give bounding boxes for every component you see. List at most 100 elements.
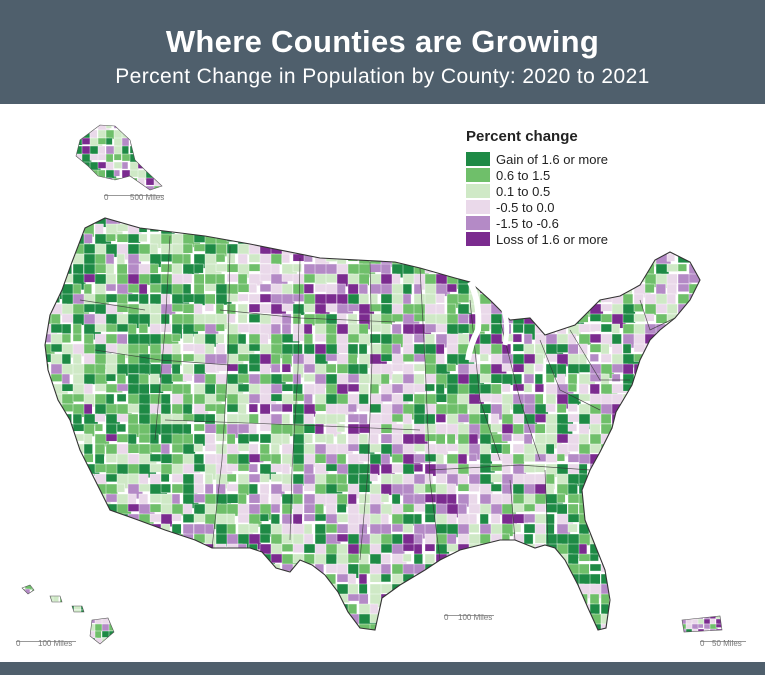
county-cell: [61, 323, 72, 334]
county-cell: [121, 125, 131, 130]
county-cell: [116, 589, 121, 594]
county-cell: [699, 593, 700, 609]
county-cell: [611, 553, 621, 565]
county-cell: [116, 623, 135, 630]
county-cell: [281, 613, 295, 630]
county-cell: [567, 303, 582, 317]
county-cell: [139, 634, 147, 646]
county-cell: [127, 543, 139, 558]
county-cell: [655, 563, 665, 578]
county-cell: [171, 623, 189, 630]
county-cell: [446, 218, 458, 230]
county-cell: [325, 363, 337, 374]
county-cell: [237, 553, 253, 569]
county-cell: [600, 353, 612, 363]
county-cell: [611, 453, 621, 464]
county-cell: [303, 333, 313, 345]
county-cell: [699, 403, 700, 418]
county-cell: [578, 333, 592, 346]
county-cell: [160, 563, 170, 576]
county-cell: [193, 553, 211, 570]
county-cell: [72, 563, 87, 580]
county-cell: [435, 218, 452, 226]
county-cell: [523, 383, 533, 393]
county-cell: [568, 634, 577, 643]
county-cell: [94, 602, 103, 611]
county-cell: [281, 623, 293, 630]
county-cell: [611, 493, 622, 508]
county-cell: [391, 363, 404, 372]
county-cell: [72, 333, 82, 342]
county-cell: [611, 373, 621, 382]
county-cell: [600, 463, 615, 480]
county-cell: [149, 573, 160, 582]
county-cell: [237, 403, 247, 415]
county-cell: [545, 303, 558, 314]
county-cell: [172, 634, 181, 643]
county-cell: [644, 313, 655, 322]
county-cell: [677, 263, 687, 272]
county-cell: [534, 573, 544, 583]
county-cell: [72, 593, 84, 605]
county-cell: [556, 503, 568, 515]
county-cell: [87, 602, 95, 615]
county-cell: [699, 563, 700, 576]
county-cell: [567, 363, 580, 374]
county-cell: [622, 623, 637, 630]
county-cell: [556, 343, 569, 353]
county-cell: [685, 628, 694, 632]
county-cell: [348, 634, 359, 644]
county-cell: [237, 603, 247, 621]
county-cell: [50, 563, 67, 577]
county-cell: [523, 603, 537, 616]
county-cell: [303, 243, 321, 253]
county-cell: [567, 423, 578, 432]
county-cell: [303, 383, 316, 395]
county-cell: [556, 593, 569, 602]
county-cell: [688, 303, 700, 319]
county-cell: [109, 645, 114, 651]
county-cell: [490, 383, 502, 396]
county-cell: [73, 588, 80, 595]
county-cell: [644, 533, 661, 544]
county-cell: [149, 583, 168, 595]
county-cell: [153, 169, 162, 180]
county-cell: [336, 243, 352, 259]
county-cell: [127, 623, 143, 630]
county-cell: [72, 543, 87, 555]
county-cell: [369, 423, 383, 435]
county-cell: [666, 483, 678, 500]
county-cell: [171, 553, 188, 568]
county-cell: [402, 223, 415, 240]
county-cell: [137, 125, 145, 135]
county-cell: [644, 553, 658, 570]
county-cell: [215, 218, 233, 222]
county-cell: [699, 303, 700, 319]
county-cell: [83, 553, 93, 569]
county-cell: [45, 563, 52, 576]
county-cell: [204, 293, 216, 305]
county-cell: [193, 443, 204, 452]
county-cell: [94, 273, 107, 286]
county-cell: [237, 463, 251, 472]
county-cell: [76, 185, 81, 190]
county-cell: [666, 313, 680, 330]
county-cell: [336, 513, 350, 523]
county-cell: [270, 583, 283, 596]
county-cell: [413, 313, 427, 322]
county-cell: [50, 603, 60, 618]
county-cell: [535, 634, 545, 647]
county-cell: [52, 616, 59, 628]
county-cell: [149, 433, 160, 445]
county-cell: [534, 303, 552, 312]
county-cell: [145, 129, 155, 139]
county-cell: [292, 573, 302, 591]
county-cell: [108, 609, 114, 619]
county-cell: [145, 145, 158, 154]
county-cell: [336, 233, 349, 246]
county-cell: [72, 483, 83, 499]
county-cell: [567, 293, 582, 309]
county-cell: [83, 503, 101, 520]
county-cell: [61, 553, 78, 563]
county-cell: [688, 383, 700, 395]
